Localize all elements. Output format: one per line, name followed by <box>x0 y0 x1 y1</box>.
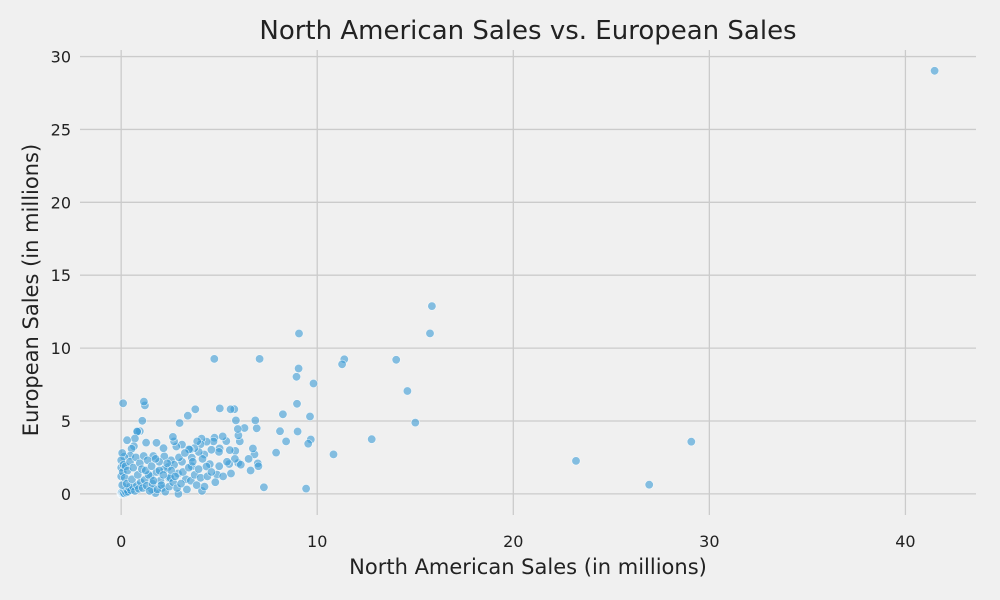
y-tick-label: 0 <box>61 485 71 504</box>
data-point <box>206 467 216 477</box>
data-point <box>230 454 240 464</box>
data-point <box>337 359 347 369</box>
data-point <box>250 415 260 425</box>
data-point <box>252 423 262 433</box>
data-point <box>244 454 254 464</box>
data-point <box>226 468 236 478</box>
data-point <box>218 431 228 441</box>
scatter-points <box>116 66 940 499</box>
data-point <box>271 448 281 458</box>
data-point <box>427 301 437 311</box>
data-point <box>308 378 318 388</box>
data-point <box>168 432 178 442</box>
data-point <box>253 461 263 471</box>
y-tick-label: 15 <box>51 266 71 285</box>
data-point <box>410 418 420 428</box>
data-point <box>149 476 159 486</box>
data-point <box>182 484 192 494</box>
data-point <box>292 399 302 409</box>
data-point <box>206 445 216 455</box>
y-axis-label: European Sales (in millions) <box>19 144 43 436</box>
data-point <box>294 328 304 338</box>
x-tick-label: 30 <box>699 532 719 551</box>
data-point <box>402 386 412 396</box>
data-point <box>137 416 147 426</box>
data-point <box>225 445 235 455</box>
data-point <box>291 372 301 382</box>
data-point <box>930 66 940 76</box>
data-point <box>571 456 581 466</box>
data-point <box>226 404 236 414</box>
data-point <box>222 457 232 467</box>
x-tick-label: 0 <box>116 532 126 551</box>
data-point <box>210 477 220 487</box>
data-point <box>248 443 258 453</box>
data-point <box>233 424 243 434</box>
data-point <box>281 436 291 446</box>
data-point <box>152 438 162 448</box>
chart-title: North American Sales vs. European Sales <box>259 16 796 46</box>
x-tick-label: 10 <box>307 532 327 551</box>
data-point <box>328 449 338 459</box>
data-point <box>128 463 138 473</box>
data-point <box>122 435 132 445</box>
data-point <box>236 460 246 470</box>
data-point <box>301 484 311 494</box>
x-axis-label: North American Sales (in millions) <box>349 555 707 579</box>
data-point <box>190 404 200 414</box>
tick-labels: 0 10 20 30 40 0 5 10 15 20 25 30 <box>51 48 916 551</box>
data-point <box>246 465 256 475</box>
data-point <box>180 448 190 458</box>
data-point <box>145 486 155 496</box>
data-point <box>176 479 186 489</box>
data-point <box>118 398 128 408</box>
y-tick-label: 30 <box>51 48 71 67</box>
data-point <box>170 471 180 481</box>
data-point <box>259 482 269 492</box>
data-point <box>209 354 219 364</box>
x-tick-label: 20 <box>503 532 523 551</box>
data-point <box>200 482 210 492</box>
x-tick-label: 40 <box>895 532 915 551</box>
data-point <box>175 418 185 428</box>
data-point <box>214 447 224 457</box>
data-point <box>425 328 435 338</box>
data-point <box>151 454 161 464</box>
data-point <box>305 411 315 421</box>
data-point <box>139 397 149 407</box>
data-point <box>130 433 140 443</box>
data-point <box>231 415 241 425</box>
data-point <box>686 437 696 447</box>
data-point <box>391 355 401 365</box>
grid-lines <box>80 50 976 515</box>
data-point <box>303 439 313 449</box>
data-point <box>215 403 225 413</box>
data-point <box>278 409 288 419</box>
data-point <box>183 411 193 421</box>
data-point <box>141 438 151 448</box>
y-tick-label: 25 <box>51 120 71 139</box>
data-point <box>159 443 169 453</box>
data-point <box>198 454 208 464</box>
data-point <box>158 470 168 480</box>
data-point <box>194 464 204 474</box>
data-point <box>188 457 198 467</box>
y-tick-label: 5 <box>61 412 71 431</box>
y-tick-label: 20 <box>51 193 71 212</box>
data-point <box>293 426 303 436</box>
data-point <box>255 354 265 364</box>
data-point <box>214 461 224 471</box>
data-point <box>275 426 285 436</box>
y-tick-label: 10 <box>51 339 71 358</box>
data-point <box>367 434 377 444</box>
data-point <box>218 471 228 481</box>
data-point <box>294 363 304 373</box>
data-point <box>162 458 172 468</box>
data-point <box>147 461 157 471</box>
data-point <box>644 480 654 490</box>
